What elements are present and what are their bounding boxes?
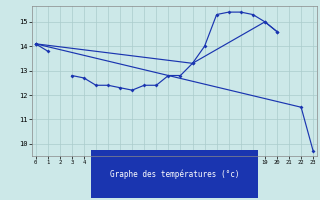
X-axis label: Graphe des températures (°c): Graphe des températures (°c) xyxy=(110,169,239,179)
